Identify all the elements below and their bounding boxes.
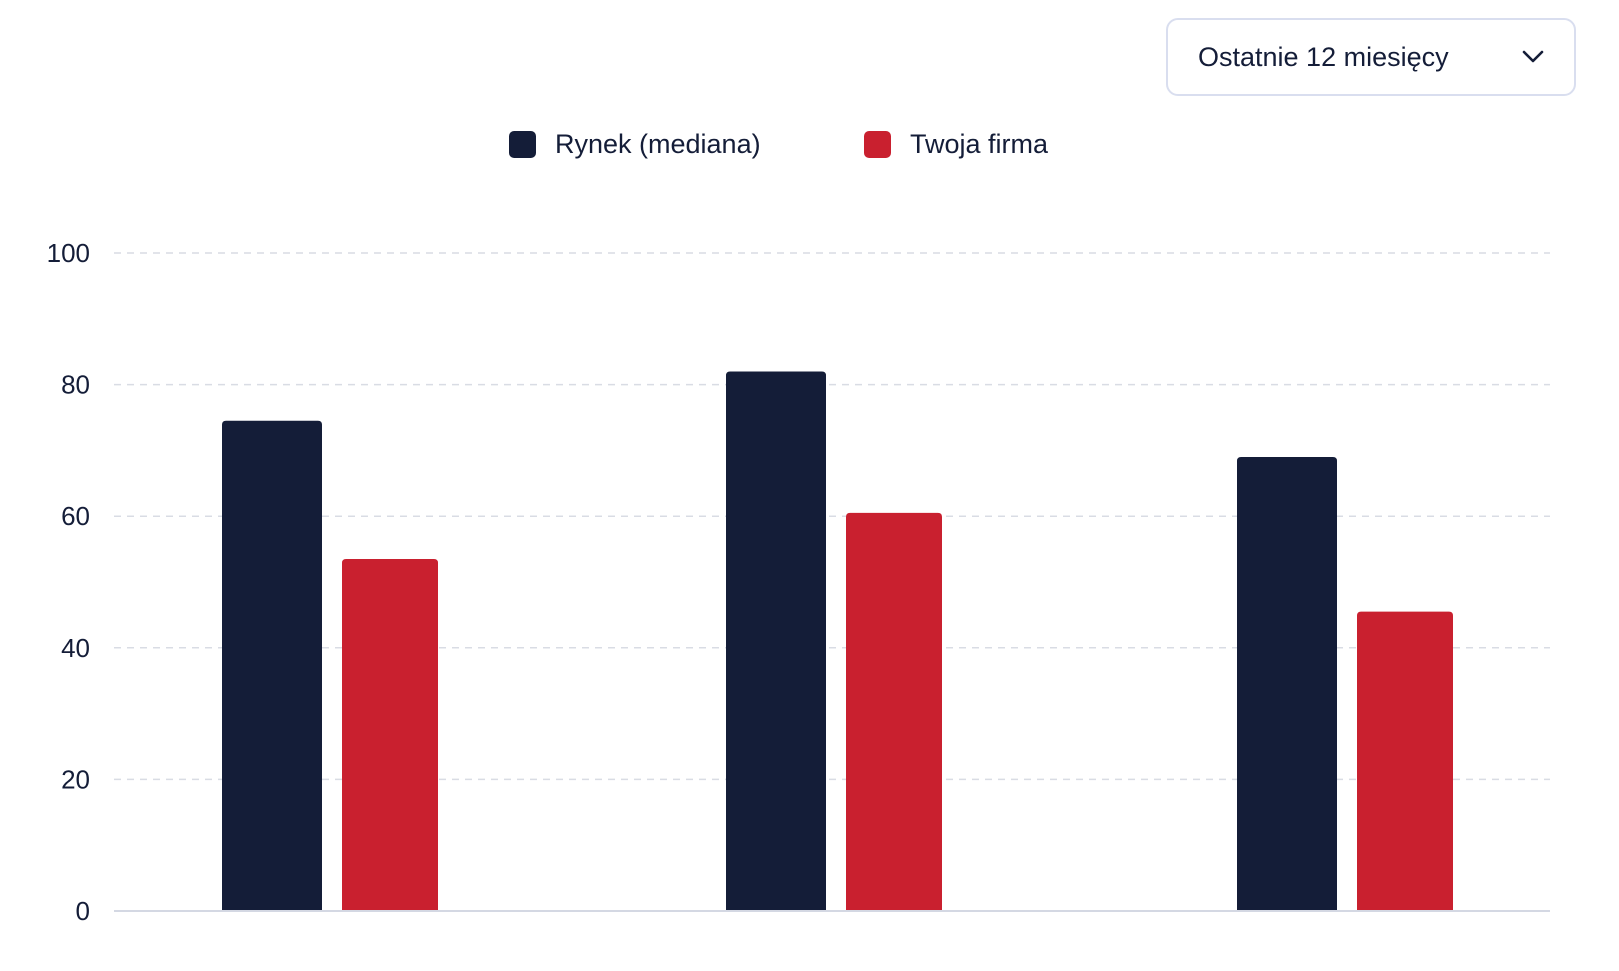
y-axis-ticks: 0 20 40 60 80 100 — [47, 238, 90, 926]
legend-swatch-company — [864, 130, 891, 158]
chart-legend: Rynek (mediana) Twoja firma — [0, 124, 1619, 164]
y-tick-label: 80 — [61, 370, 90, 400]
y-tick-label: 40 — [61, 633, 90, 663]
bars — [222, 371, 1453, 911]
period-select[interactable]: Ostatnie 12 miesięcy — [1166, 18, 1576, 96]
bar-company[interactable] — [1357, 611, 1453, 911]
y-tick-label: 60 — [61, 501, 90, 531]
legend-item-market[interactable]: Rynek (mediana) — [509, 124, 761, 164]
legend-label-market: Rynek (mediana) — [555, 128, 761, 159]
bar-company[interactable] — [846, 512, 942, 911]
legend-label-company: Twoja firma — [910, 128, 1049, 159]
legend-item-company[interactable]: Twoja firma — [864, 124, 1048, 164]
legend-swatch-market — [509, 130, 536, 158]
bar-market[interactable] — [222, 420, 322, 911]
period-select-label: Ostatnie 12 miesięcy — [1198, 41, 1449, 72]
bar-market[interactable] — [1237, 456, 1337, 911]
y-tick-label: 20 — [61, 764, 90, 794]
y-tick-label: 100 — [47, 238, 90, 268]
chevron-down-icon — [1520, 44, 1546, 70]
bar-company[interactable] — [342, 558, 438, 911]
y-tick-label: 0 — [76, 896, 90, 926]
bar-market[interactable] — [726, 371, 826, 911]
